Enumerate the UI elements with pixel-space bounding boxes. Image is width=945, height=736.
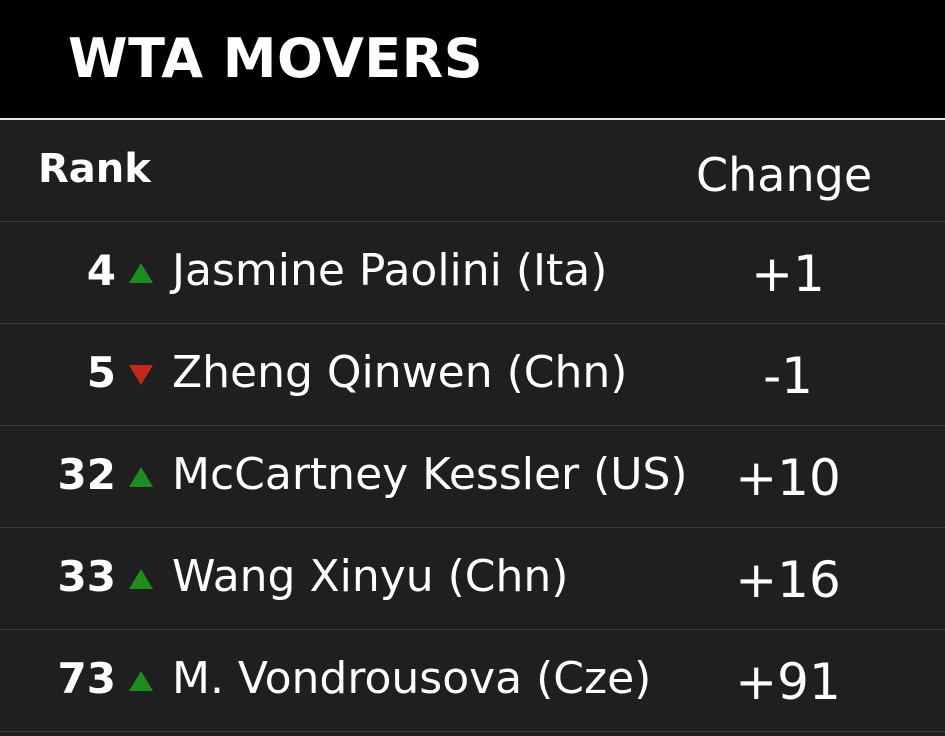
up-arrow-icon [129, 263, 153, 283]
change-value: +10 [735, 449, 841, 507]
player-name: Zheng Qinwen (Chn) [172, 347, 628, 398]
player-name: M. Vondrousova (Cze) [172, 653, 652, 704]
rank-value: 73 [57, 654, 116, 703]
table-row: 5 Zheng Qinwen (Chn) -1 [0, 324, 945, 426]
player-name: Wang Xinyu (Chn) [172, 551, 569, 602]
rank-value: 5 [86, 348, 116, 397]
rank-value: 32 [57, 450, 116, 499]
table-row: 32 McCartney Kessler (US) +10 [0, 426, 945, 528]
table-body: 4 Jasmine Paolini (Ita) +1 5 Zheng Qinwe… [0, 222, 945, 732]
rank-column-header: Rank [38, 146, 151, 192]
rank-value: 4 [86, 246, 116, 295]
change-column-header: Change [696, 148, 873, 202]
table-row: 4 Jasmine Paolini (Ita) +1 [0, 222, 945, 324]
title-bar: WTA MOVERS [0, 0, 945, 120]
change-value: -1 [763, 347, 813, 405]
table-row: 33 Wang Xinyu (Chn) +16 [0, 528, 945, 630]
rank-value: 33 [57, 552, 116, 601]
up-arrow-icon [129, 569, 153, 589]
down-arrow-icon [129, 365, 153, 385]
change-value: +16 [735, 551, 841, 609]
change-value: +1 [751, 245, 825, 303]
up-arrow-icon [129, 671, 153, 691]
change-value: +91 [735, 653, 841, 711]
table-row: 73 M. Vondrousova (Cze) +91 [0, 630, 945, 732]
table-title: WTA MOVERS [68, 27, 484, 90]
up-arrow-icon [129, 467, 153, 487]
player-name: Jasmine Paolini (Ita) [172, 245, 608, 296]
player-name: McCartney Kessler (US) [172, 449, 688, 500]
table-header: Rank Change [0, 120, 945, 222]
